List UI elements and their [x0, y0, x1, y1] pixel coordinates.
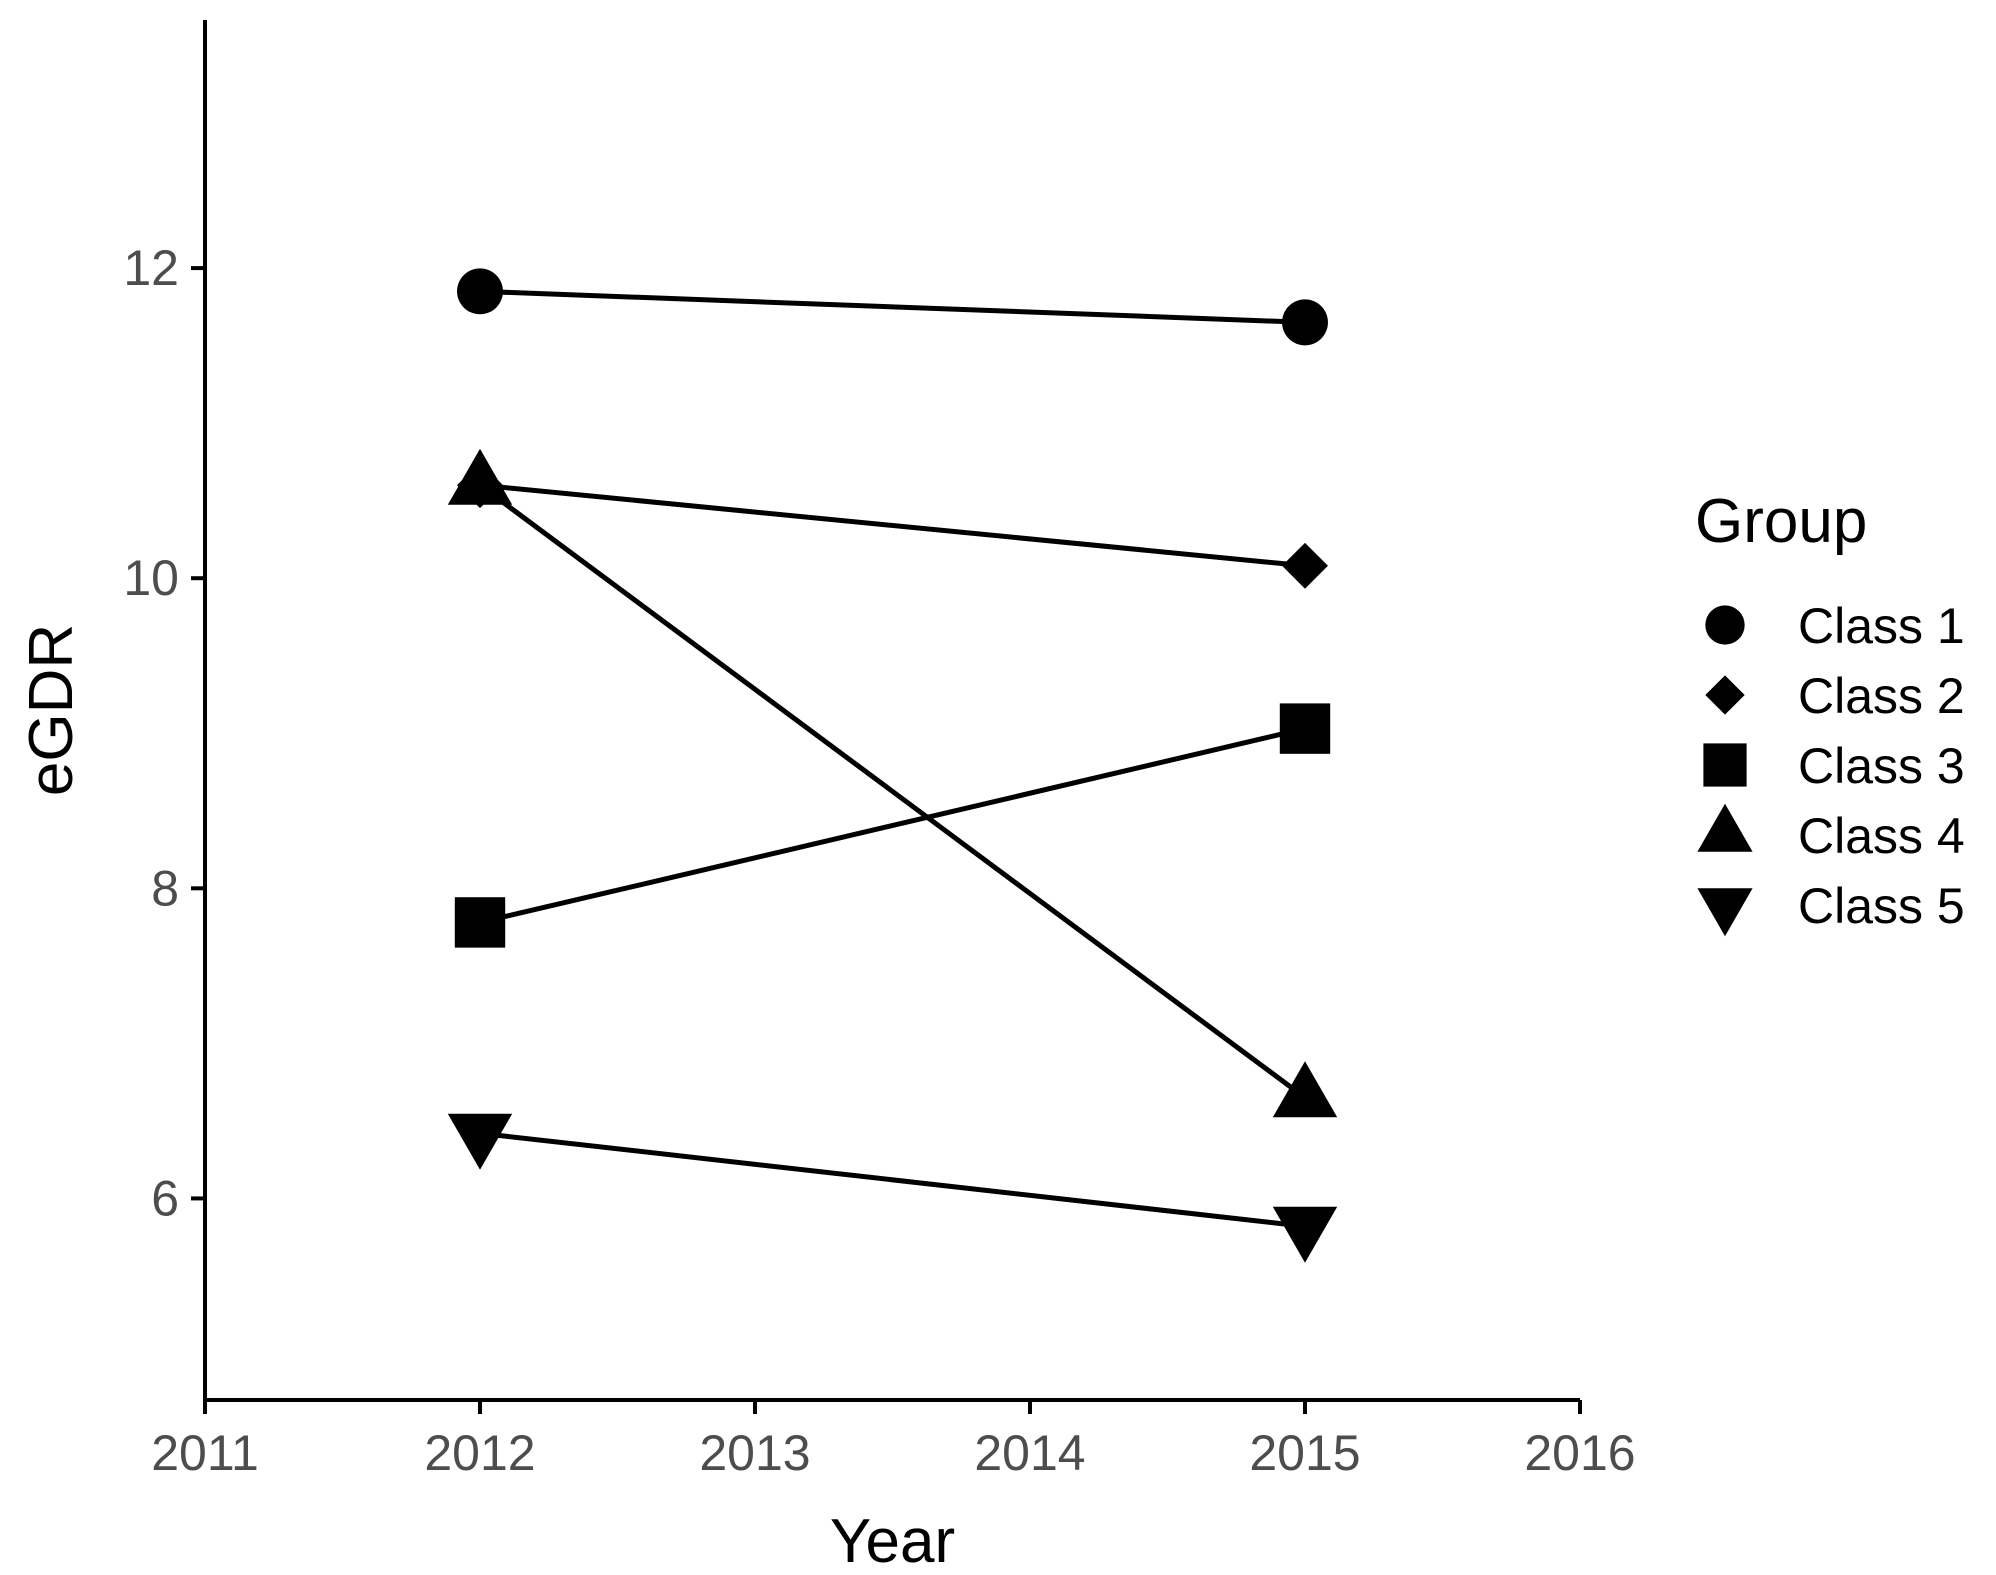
legend-item: Class 1	[1705, 598, 1965, 654]
legend-item: Class 3	[1703, 738, 1965, 794]
legend-item: Class 5	[1697, 878, 1965, 937]
data-point-class-3	[1279, 703, 1331, 754]
data-point-class-5	[1272, 1206, 1338, 1263]
y-tick-label: 10	[123, 550, 179, 606]
legend-label: Class 4	[1798, 808, 1965, 864]
x-tick-label: 2014	[974, 1425, 1085, 1481]
legend-label: Class 3	[1798, 738, 1965, 794]
data-point-class-1	[1282, 299, 1328, 346]
x-tick-label: 2012	[424, 1425, 535, 1481]
data-point-class-1	[457, 268, 503, 315]
series-line-class-4	[478, 483, 1307, 1100]
legend-key-circle	[1705, 605, 1745, 645]
x-tick-label: 2015	[1249, 1425, 1360, 1481]
data-point-class-5	[447, 1113, 513, 1170]
series-line-class-5	[479, 1130, 1306, 1229]
legend-label: Class 1	[1798, 598, 1965, 654]
legend-title: Group	[1695, 487, 1867, 556]
y-tick-label: 12	[123, 240, 179, 296]
legend-label: Class 2	[1798, 668, 1965, 724]
y-axis-title: eGDR	[17, 624, 86, 796]
axes-layer	[203, 20, 1580, 1402]
y-tick-label: 8	[151, 860, 179, 916]
legend-item: Class 2	[1705, 668, 1965, 724]
x-axis-title: Year	[830, 1507, 955, 1575]
series-line-class-2	[479, 482, 1306, 569]
legend-item: Class 4	[1697, 803, 1965, 864]
series-line-class-1	[479, 288, 1306, 325]
legend-key-square	[1703, 743, 1747, 787]
data-point-class-3	[454, 897, 506, 948]
legend-key-triangle-down	[1697, 888, 1753, 937]
x-tick-label: 2011	[151, 1425, 259, 1481]
series-layer	[447, 268, 1338, 1263]
legend-key-diamond	[1705, 675, 1745, 715]
data-point-class-4	[1272, 1061, 1338, 1118]
data-point-class-2	[1282, 542, 1328, 589]
legend-key-triangle-up	[1697, 803, 1753, 852]
data-point-class-4	[447, 448, 513, 505]
y-tick-label: 6	[151, 1170, 179, 1226]
x-tick-label: 2016	[1524, 1425, 1635, 1481]
legend-items: Class 1 Class 2 Class 3 Class 4 Class 5	[1697, 598, 1965, 937]
ticks-layer: 2011 2012 2013 2014 2015 2016 6 8 10 12	[123, 240, 1635, 1481]
legend-label: Class 5	[1798, 878, 1965, 934]
series-line-class-3	[479, 726, 1306, 925]
x-tick-label: 2013	[699, 1425, 810, 1481]
